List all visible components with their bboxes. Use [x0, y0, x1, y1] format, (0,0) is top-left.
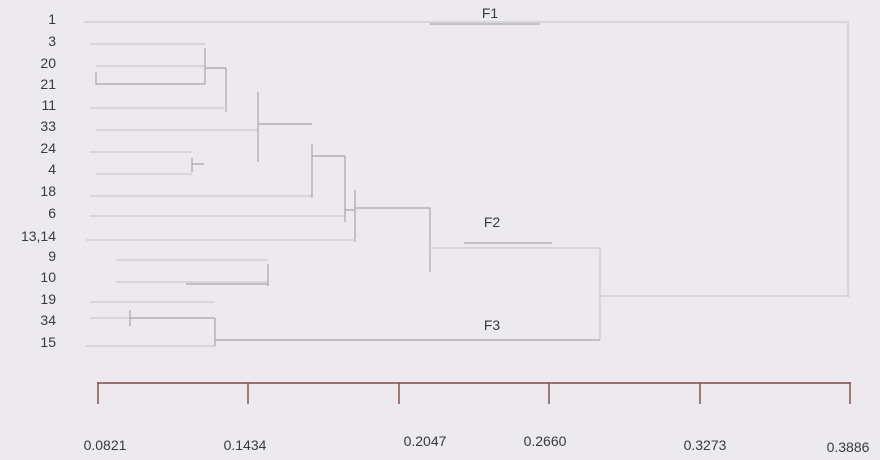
cluster-labels: F1 F2 F3	[482, 5, 501, 333]
tick-label-2: 0.2047	[404, 433, 447, 449]
branch-join-24-4	[191, 158, 204, 172]
leaf-label-24: 24	[40, 140, 56, 156]
tick-label-3: 0.2660	[524, 433, 567, 449]
tick-label-5: 0.3886	[827, 439, 870, 455]
cluster-label-f3: F3	[484, 317, 501, 333]
tick-label-1: 0.1434	[224, 437, 267, 453]
leaf-label-21: 21	[40, 76, 56, 92]
branch-join-f3	[214, 318, 600, 346]
leaf-label-11: 11	[41, 97, 56, 113]
leaf-label-19: 19	[40, 291, 56, 307]
leaf-label-10: 10	[40, 269, 56, 285]
leaf-label-4: 4	[48, 161, 56, 177]
leaf-label-15: 15	[40, 334, 56, 350]
branch-leaf-21	[95, 72, 205, 85]
leaf-label-13-14: 13,14	[21, 228, 56, 244]
leaf-label-9: 9	[48, 248, 56, 264]
leaf-label-1: 1	[48, 11, 56, 27]
dendrogram-branches	[84, 21, 850, 347]
branch-join-mid	[344, 156, 355, 222]
branch-f1-top	[84, 21, 849, 296]
leaf-label-3: 3	[48, 33, 56, 49]
distance-axis: 0.0821 0.1434 0.2047 0.2660 0.3273 0.388…	[84, 382, 870, 455]
cluster-label-f1: F1	[482, 5, 499, 21]
branch-join-lower	[354, 190, 431, 272]
cluster-label-f2: F2	[484, 214, 501, 230]
leaf-label-6: 6	[48, 205, 56, 221]
tick-label-4: 0.3273	[684, 437, 727, 453]
tick-label-0: 0.0821	[84, 437, 127, 453]
leaf-labels: 1 3 20 21 11 33 24 4 18 6 13,14 9 10 19 …	[21, 11, 56, 350]
leaf-label-18: 18	[40, 183, 56, 199]
branch-join-upper	[311, 144, 345, 198]
branch-join-34	[129, 310, 215, 326]
leaf-label-20: 20	[40, 55, 56, 71]
leaf-label-34: 34	[40, 312, 56, 328]
branch-f2	[430, 247, 601, 340]
leaf-label-33: 33	[40, 118, 56, 134]
